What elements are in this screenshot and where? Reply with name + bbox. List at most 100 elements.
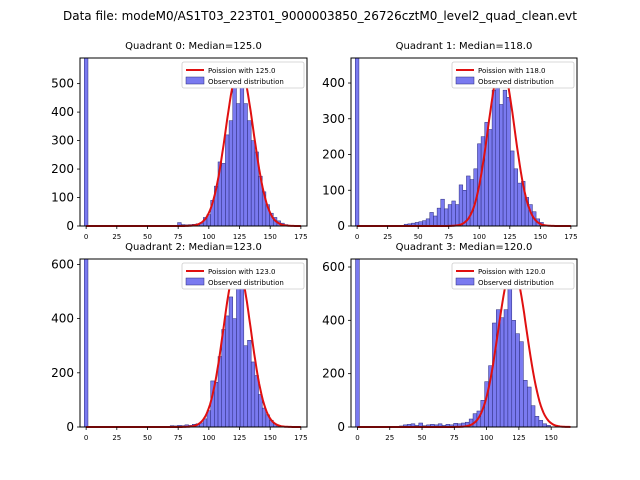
y-tick-label: 200 [322,148,345,162]
x-tick-label: 125 [503,233,516,241]
x-tick-label: 75 [174,434,183,442]
bar-bin [429,212,434,227]
bar-bin [534,416,540,428]
bar-spike-zero [84,57,89,227]
bar-bin [538,420,544,428]
legend-bars-label: Observed distribution [208,78,284,86]
legend-curve-label: Poission with 123.0 [208,268,276,276]
bar-bin [510,150,515,227]
x-tick-label: 25 [112,434,121,442]
x-tick-label: 75 [444,233,453,241]
bar-bin [513,168,519,227]
legend-bars-swatch [455,277,475,286]
legend-bars-swatch [455,76,475,85]
bar-spike-zero [84,258,89,428]
chart-title: Quadrant 2: Median=123.0 [125,242,262,253]
x-tick-label: 175 [294,434,307,442]
bar-bin [228,296,234,428]
bar-bin [519,341,524,428]
legend-curve-label: Poission with 125.0 [208,67,276,75]
bar-spike-zero [355,57,360,227]
bar-bin [499,104,504,227]
x-tick-label: 0 [355,233,359,241]
bar-bin [236,103,241,227]
x-tick-label: 25 [385,434,394,442]
chart-title: Quadrant 1: Median=118.0 [396,41,533,52]
x-tick-label: 50 [418,434,427,442]
bar-bin [232,318,237,428]
poisson-curve [86,65,301,227]
legend-curve-label: Poission with 120.0 [478,268,546,276]
x-tick-label: 0 [84,434,88,442]
bar-bin [455,204,460,227]
y-tick-label: 400 [51,105,74,119]
bar-bin [502,89,508,227]
y-tick-label: 0 [66,420,74,434]
x-tick-label: 150 [534,233,547,241]
x-tick-label: 50 [414,233,423,241]
bar-bin [527,386,532,428]
legend-bars-swatch [185,76,205,85]
bar-bin [436,207,442,227]
y-tick-label: 500 [51,77,74,91]
x-tick-label: 175 [564,233,577,241]
bar-bin [506,97,511,227]
chart-panel-3: Quadrant 3: Median=120.0 0 25 50 75 100 125 150… [322,242,578,442]
x-tick-label: 125 [233,233,246,241]
bar-bin [488,129,493,227]
x-tick-label: 100 [473,233,486,241]
legend-box [451,61,575,89]
x-tick-label: 125 [233,434,246,442]
x-tick-label: 150 [544,434,557,442]
bar-bin [425,218,431,227]
y-tick-label: 400 [322,313,345,327]
y-tick-label: 300 [51,134,74,148]
bar-bin [491,89,497,227]
figure-suptitle: Data file: modeM0/AS1T03_223T01_90000038… [63,9,577,23]
legend-curve-label: Poission with 118.0 [478,67,546,75]
x-tick-label: 150 [264,434,277,442]
bar-spike-zero [355,258,360,428]
bar-bin [254,375,259,428]
x-tick-label: 0 [355,434,359,442]
legend-box [181,262,305,290]
bar-bin [492,322,497,428]
bar-bin [250,140,256,227]
bar-bin [225,315,230,428]
bar-bin [247,340,252,428]
axes-frame [350,258,578,428]
x-tick-label: 175 [294,233,307,241]
bar-bin [239,285,245,428]
legend-bars-swatch [185,277,205,286]
bar-bin [507,269,513,428]
bar-bin [511,320,516,428]
y-tick-label: 400 [322,76,345,90]
bar-bin [221,329,226,428]
bar-bin [214,382,219,428]
y-tick-label: 200 [322,367,345,381]
legend-box [181,61,305,89]
bar-bin [495,68,500,227]
x-tick-label: 75 [174,233,183,241]
chart-title: Quadrant 0: Median=125.0 [125,41,262,52]
chart-panel-1: Quadrant 1: Median=118.0 0 25 50 75 100 125 150… [322,41,577,241]
axes-frame [79,57,308,227]
bar-bin [515,333,520,428]
bar-bin [433,215,438,227]
bar-bin [243,103,248,227]
bar-bin [232,86,237,227]
x-tick-label: 50 [143,233,152,241]
bar-bin [243,345,248,428]
legend-box [451,262,575,290]
bar-bin [440,198,445,227]
y-tick-label: 0 [337,219,345,233]
y-tick-label: 400 [51,312,74,326]
y-tick-label: 300 [322,112,345,126]
bar-bin [221,163,226,227]
chart-panel-0: Quadrant 0: Median=125.0 0 25 50 75 100 125 150… [51,41,307,241]
legend-bars-label: Observed distribution [478,78,554,86]
bar-bin [517,182,522,227]
x-tick-label: 75 [450,434,459,442]
x-tick-label: 150 [264,233,277,241]
